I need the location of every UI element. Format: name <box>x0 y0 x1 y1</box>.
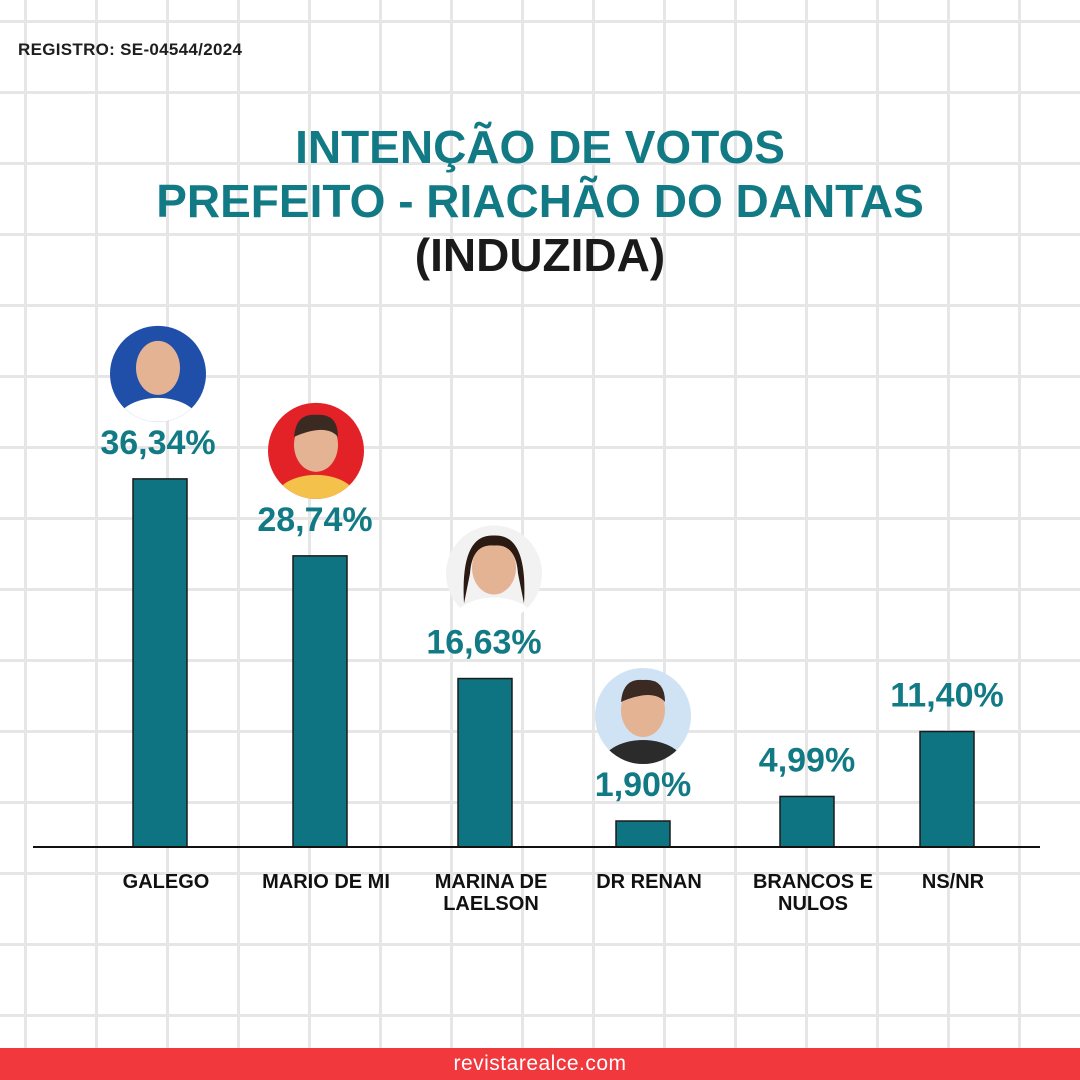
bar-value-label: 16,63% <box>426 624 541 662</box>
bar-value-label: 11,40% <box>890 677 1003 715</box>
registration-number: REGISTRO: SE-04544/2024 <box>18 40 243 59</box>
category-label: NS/NR <box>922 871 985 893</box>
candidate-photo <box>268 402 364 499</box>
candidate-photo <box>110 325 206 422</box>
bar-value-label: 1,90% <box>595 766 691 804</box>
category-label: LAELSON <box>443 893 539 915</box>
category-label: DR RENAN <box>596 871 702 893</box>
category-label: MARIO DE MI <box>262 871 390 893</box>
candidate-photo <box>595 668 691 764</box>
chart-title: INTENÇÃO DE VOTOS PREFEITO - RIACHÃO DO … <box>0 120 1080 282</box>
bar <box>919 730 975 848</box>
footer-site[interactable]: revistarealce.com <box>453 1052 627 1075</box>
candidate-photo <box>446 525 542 622</box>
title-line-1: INTENÇÃO DE VOTOS <box>295 121 785 173</box>
category-label: GALEGO <box>123 871 210 893</box>
bar <box>615 820 671 848</box>
footer-bar: revistarealce.com <box>0 1048 1080 1080</box>
bar-value-label: 28,74% <box>257 501 372 539</box>
bar-value-label: 4,99% <box>759 741 855 779</box>
category-label: NULOS <box>778 893 848 915</box>
title-line-3: (INDUZIDA) <box>414 229 666 281</box>
bar <box>292 555 348 848</box>
bar <box>457 677 513 848</box>
bar <box>132 478 188 848</box>
category-label: MARINA DE <box>435 871 548 893</box>
category-label: BRANCOS E <box>753 871 873 893</box>
bar-value-label: 36,34% <box>100 424 215 462</box>
bar <box>779 795 835 848</box>
title-line-2: PREFEITO - RIACHÃO DO DANTAS <box>156 175 924 227</box>
